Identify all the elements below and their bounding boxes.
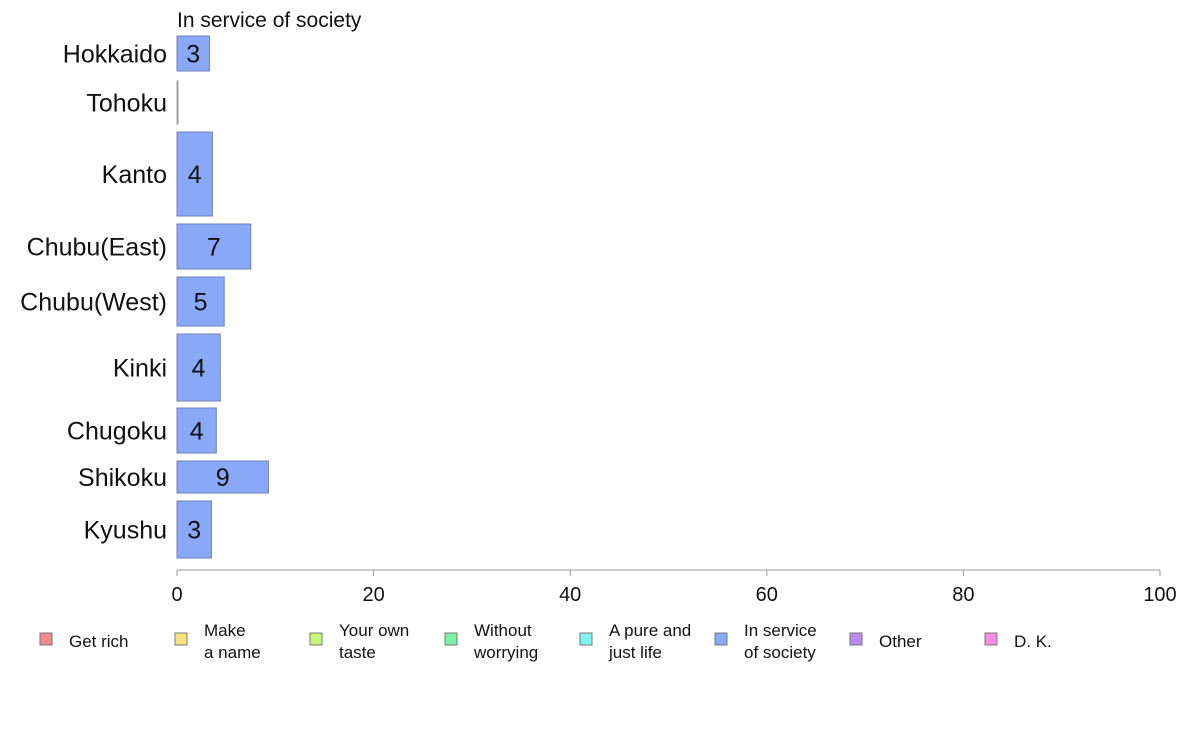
bar-tohoku (176, 80, 179, 125)
legend-label: a name (204, 643, 261, 662)
bar-kyushu (176, 500, 212, 559)
data-label: 4 (190, 418, 204, 446)
legend-swatch (309, 632, 323, 646)
legend-swatch (444, 632, 458, 646)
data-label: 3 (187, 517, 201, 545)
category-label: Hokkaido (63, 41, 167, 69)
legend-item: Make a name (174, 621, 261, 662)
x-tick-label: 80 (952, 584, 974, 606)
category-labels: Hokkaido Tohoku Kanto Chubu(East) Chubu(West… (20, 41, 167, 545)
legend-item: D. K. (984, 632, 1052, 651)
legend-item: Other (849, 632, 922, 651)
legend-label: worrying (473, 643, 538, 662)
x-tick-label: 0 (171, 584, 182, 606)
x-tick-label: 20 (362, 584, 384, 606)
category-label: Chugoku (67, 418, 167, 446)
legend-label: just life (608, 643, 662, 662)
legend-label: Make (204, 621, 246, 640)
bar-chugoku (176, 407, 217, 454)
data-label: 3 (186, 41, 200, 69)
legend-item: A pure and just life (579, 621, 691, 662)
data-label: 9 (216, 464, 230, 492)
bar-hokkaido (176, 35, 210, 72)
category-label: Tohoku (86, 90, 167, 118)
legend-label: Your own (339, 621, 409, 640)
legend-item: Get rich (39, 632, 129, 651)
legend-swatch (579, 632, 593, 646)
bar-kinki (176, 333, 221, 402)
category-label: Kinki (113, 355, 167, 383)
category-label: Shikoku (78, 464, 167, 492)
category-label: Chubu(East) (27, 234, 167, 262)
bar-kanto (176, 131, 213, 217)
legend-label: of society (744, 643, 816, 662)
legend-swatch (984, 632, 998, 646)
legend-item: Without worrying (444, 621, 538, 662)
bar-chubu-east (176, 223, 252, 270)
legend-label: taste (339, 643, 376, 662)
x-tick-label: 60 (756, 584, 778, 606)
legend: Get rich Make a name Your own taste Without wo… (39, 621, 1052, 662)
legend-label: D. K. (1014, 632, 1052, 651)
legend-item: In service of society (714, 621, 817, 662)
legend-label: A pure and (609, 621, 691, 640)
x-tick-label: 40 (559, 584, 581, 606)
x-axis: 0 20 40 60 80 100 (171, 569, 1177, 606)
category-label: Kanto (102, 161, 167, 189)
legend-swatch (849, 632, 863, 646)
legend-swatch (39, 632, 53, 646)
legend-swatch (174, 632, 188, 646)
legend-label: Get rich (69, 632, 129, 651)
data-label: 4 (192, 355, 206, 383)
data-label: 7 (207, 234, 221, 262)
category-label: Chubu(West) (20, 289, 167, 317)
bar-chubu-west (176, 276, 225, 327)
data-label: 5 (194, 289, 208, 317)
bar-shikoku (176, 460, 269, 494)
legend-label: Other (879, 632, 922, 651)
data-label: 4 (188, 161, 202, 189)
chart-subtitle: In service of society (177, 9, 362, 32)
category-label: Kyushu (84, 517, 167, 545)
legend-label: Without (474, 621, 532, 640)
legend-item: Your own taste (309, 621, 409, 662)
legend-swatch (714, 632, 728, 646)
x-tick-label: 100 (1143, 584, 1176, 606)
legend-label: In service (744, 621, 817, 640)
